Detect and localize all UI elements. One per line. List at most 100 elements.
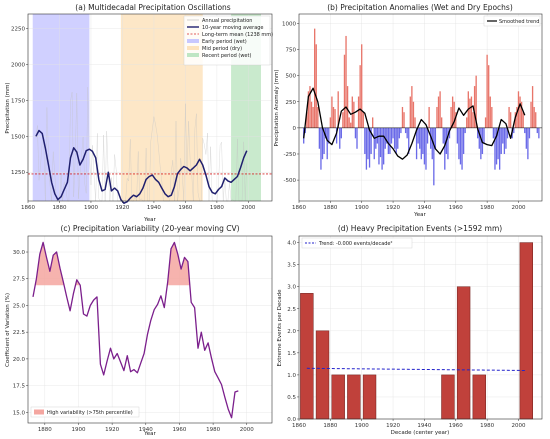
anomaly-bar-negative [527, 127, 529, 160]
anomaly-bar-positive [409, 96, 411, 128]
c-ytick-label: 17.5 [13, 384, 26, 390]
panel-c-frame [27, 235, 273, 424]
anomaly-bar-positive [533, 106, 535, 128]
anomaly-bar-negative [420, 127, 422, 160]
c-ytick-label: 30.0 [13, 250, 26, 256]
anomaly-bar-negative [477, 127, 479, 139]
b-xtick-label: 1920 [386, 205, 400, 211]
c-ytick-label: 15.0 [13, 410, 26, 416]
anomaly-bar-positive [361, 44, 363, 128]
anomaly-bar-negative [321, 127, 324, 160]
anomaly-bar-negative [381, 127, 383, 170]
anomaly-bar-positive [516, 106, 518, 128]
anomaly-bar-negative [426, 127, 429, 144]
c-ytick-label: 20.0 [13, 357, 26, 363]
anomaly-bar-negative [430, 127, 432, 149]
anomaly-bar-negative [364, 127, 366, 154]
legend-smoothed-label: Smoothed trend [499, 19, 539, 25]
anomaly-bar-negative [525, 127, 527, 149]
c-xtick-label: 1980 [206, 427, 220, 433]
anomaly-bar-positive [453, 101, 455, 128]
b-ytick-label: -500 [284, 178, 297, 184]
event-bar [347, 374, 361, 420]
anomaly-bar-positive [436, 106, 438, 128]
event-bar [362, 374, 377, 420]
panel-d-xlabel: Decade (center year) [391, 430, 450, 436]
panel-c: (c) Precipitation Variability (20-year m… [5, 224, 273, 437]
anomaly-bar-negative [386, 127, 388, 144]
anomaly-bar-positive [372, 117, 374, 128]
a-xtick-label: 1880 [52, 205, 66, 211]
panel-c-xlabel: Year [143, 431, 156, 437]
anomaly-bar-positive [441, 117, 443, 128]
b-ytick-label: 0 [293, 126, 297, 132]
anomaly-bar-positive [348, 117, 350, 128]
anomaly-bar-positive [346, 86, 349, 128]
d-ytick-label: 1.0 [287, 373, 296, 379]
anomaly-bar-negative [304, 127, 306, 134]
anomaly-bar-positive [401, 106, 404, 128]
anomaly-bar-negative [397, 127, 399, 149]
panel-a-xlabel: Year [143, 217, 156, 223]
event-bar [472, 374, 486, 420]
a-xtick-label: 1920 [115, 205, 129, 211]
anomaly-bar-positive [473, 86, 476, 128]
panel-a-frame [27, 13, 273, 202]
anomaly-bar-negative [444, 127, 446, 170]
anomaly-bar-negative [324, 127, 327, 139]
d-xtick-label: 1920 [386, 423, 400, 429]
c-xtick-label: 2000 [240, 427, 254, 433]
b-ytick-label: 250 [286, 100, 297, 106]
panel-a-period-span [32, 14, 90, 201]
panel-b-ylabel: Precipitation Anomaly (mm) [274, 69, 280, 146]
anomaly-bar-positive [307, 91, 310, 128]
anomaly-bar-positive [403, 112, 405, 128]
anomaly-bar-positive [362, 112, 364, 128]
legend-mean-label: Long-term mean (1238 mm) [202, 32, 273, 38]
d-ytick-label: 3.0 [287, 285, 296, 291]
anomaly-bar-positive [314, 28, 316, 128]
event-bar [315, 330, 330, 420]
anomaly-bar-positive [332, 106, 335, 128]
d-xtick-label: 2000 [511, 423, 525, 429]
event-bar [331, 374, 345, 420]
event-bar [300, 293, 314, 420]
a-xtick-label: 1960 [178, 205, 192, 211]
event-bar [441, 374, 455, 420]
anomaly-bar-negative [415, 127, 418, 160]
anomaly-bar-positive [486, 54, 488, 128]
b-xtick-label: 1860 [292, 205, 306, 211]
anomaly-bar-positive [472, 112, 474, 128]
anomaly-bar-positive [439, 91, 441, 128]
anomaly-bar-positive [522, 112, 524, 128]
anomaly-bar-positive [531, 86, 534, 128]
anomaly-bar-negative [356, 127, 358, 149]
b-xtick-label: 1880 [323, 205, 337, 211]
c-xtick-label: 1880 [38, 427, 52, 433]
panel-c-legend: High variability (>75th percentile) [30, 406, 140, 418]
anomaly-bar-negative [417, 127, 419, 144]
d-ytick-label: 0.5 [287, 395, 296, 401]
anomaly-bar-negative [395, 127, 397, 154]
c-ytick-label: 27.5 [13, 277, 26, 283]
anomaly-bar-negative [339, 127, 341, 149]
anomaly-bar-positive [329, 117, 332, 128]
anomaly-bar-negative [433, 127, 435, 186]
panel-d-title: (d) Heavy Precipitation Events (>1592 mm… [338, 224, 502, 233]
anomaly-bar-positive [491, 106, 493, 128]
anomaly-bar-negative [497, 127, 499, 160]
anomaly-bar-positive [519, 96, 521, 128]
anomaly-bar-positive [306, 112, 308, 128]
a-ytick-label: 1750 [11, 98, 25, 104]
anomaly-bar-positive [437, 96, 440, 128]
anomaly-bar-positive [353, 101, 355, 128]
a-xtick-label: 1900 [84, 205, 98, 211]
panel-a: (a) Multidecadal Precipitation Oscillati… [5, 3, 273, 223]
anomaly-bar-positive [343, 54, 346, 128]
legend-trend-label: Trend: -0.000 events/decade² [318, 241, 393, 247]
anomaly-bar-negative [492, 127, 495, 139]
anomaly-bar-negative [387, 127, 390, 154]
a-xtick-label: 1860 [21, 205, 35, 211]
b-ytick-label: 1000 [282, 21, 296, 27]
panel-d-legend: Trend: -0.000 events/decade² [301, 237, 413, 249]
